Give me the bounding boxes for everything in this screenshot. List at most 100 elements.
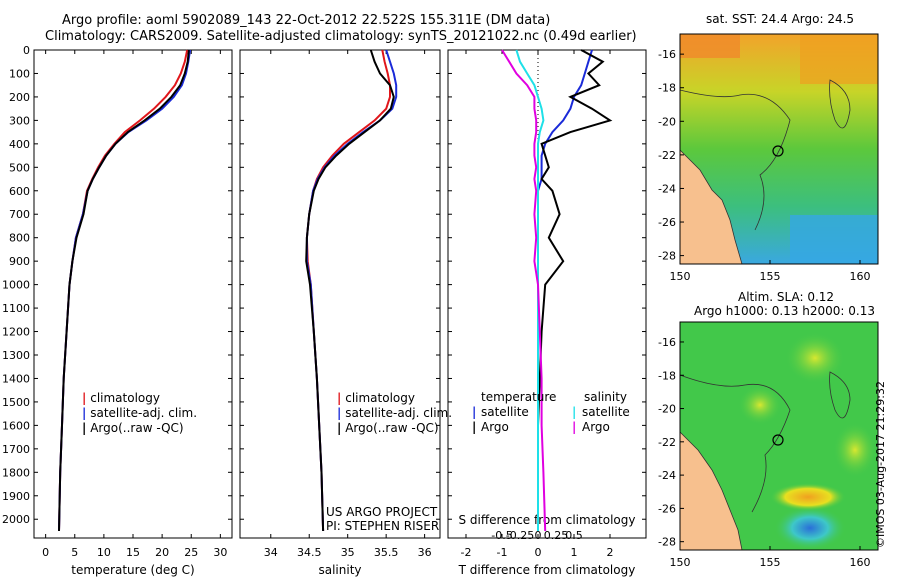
depth-tick-label: 1800 <box>2 466 30 479</box>
depth-tick-label: 1000 <box>2 279 30 292</box>
sst-map-xtick-label: 150 <box>670 270 691 283</box>
sal-legend-argo: | Argo(..raw -QC) <box>337 421 439 435</box>
sal-legend-sat: | satellite-adj. clim. <box>337 406 453 420</box>
diff-s-tick-label: -0.25 <box>506 529 534 542</box>
salinity-profile-frame <box>239 49 441 539</box>
salinity-profile-xtick-label: 35 <box>341 546 355 559</box>
depth-tick-label: 500 <box>9 161 30 174</box>
temperature-profile-xtick-label: 30 <box>213 546 227 559</box>
depth-tick-label: 1500 <box>2 396 30 409</box>
temp-legend-sat-label: satellite-adj. clim. <box>90 406 198 420</box>
diff-legend-t-argo: Argo <box>481 420 509 434</box>
sla-map-ytick-label: -18 <box>658 369 676 382</box>
project-line-1: US ARGO PROJECT <box>326 505 438 519</box>
sla-high-eddy-3 <box>738 385 782 425</box>
difference-profile-series-s-argo <box>501 49 547 532</box>
temperature-profile-xtick-label: 15 <box>126 546 140 559</box>
sla-map-ytick-label: -26 <box>658 502 676 515</box>
credit-stamp: ©IMOS 03-Aug-2017 21:29:32 <box>874 381 887 548</box>
temperature-profile-frame <box>33 49 233 539</box>
depth-tick-label: 800 <box>9 232 30 245</box>
sla-low-eddy <box>774 506 846 550</box>
sst-map-ytick-label: -28 <box>658 250 676 263</box>
sst-warm-patch-2 <box>800 34 878 84</box>
depth-tick-label: 1600 <box>2 419 30 432</box>
depth-tick-label: 1700 <box>2 443 30 456</box>
salinity-profile-xtick-label: 34 <box>264 546 278 559</box>
difference-profile-xtick-label: -2 <box>461 546 472 559</box>
sst-map-ytick-label: -18 <box>658 82 676 95</box>
depth-tick-label: 1200 <box>2 326 30 339</box>
sla-high-eddy-4 <box>833 422 877 478</box>
sla-map-title-2: Argo h1000: 0.13 h2000: 0.13 <box>694 304 875 318</box>
sal-legend-sat-label: satellite-adj. clim. <box>345 406 453 420</box>
difference-profile-series-t-argo <box>537 49 613 531</box>
sla-map <box>679 321 879 551</box>
sla-map-ytick-label: -24 <box>658 469 676 482</box>
depth-tick-label: 100 <box>9 67 30 80</box>
diff-legend-s-sat: satellite <box>582 405 630 419</box>
diff-legend: temperature salinity | satellite | satel… <box>472 390 630 434</box>
temperature-profile-series-satellite-adj-clim- <box>58 49 192 532</box>
sla-isobath <box>679 374 791 513</box>
salinity-profile-xtick-label: 35.5 <box>374 546 399 559</box>
temp-legend: | climatology | satellite-adj. clim. | A… <box>82 391 197 436</box>
temperature-profile-xtick-label: 5 <box>71 546 78 559</box>
sla-map-xtick-label: 150 <box>670 556 691 569</box>
sla-high-eddy-2 <box>785 332 845 384</box>
diff-s-tick-label: -0.5 <box>491 529 512 542</box>
sla-map-xtick-label: 155 <box>760 556 781 569</box>
temperature-profile-xlabel: temperature (deg C) <box>71 563 194 577</box>
temp-legend-sat: | satellite-adj. clim. <box>82 406 198 420</box>
sla-map-ytick-label: -20 <box>658 403 676 416</box>
sst-cool-patch <box>790 215 878 264</box>
sst-float-marker <box>772 145 784 157</box>
sal-legend-clim-label: climatology <box>345 391 415 405</box>
temp-legend-clim: | climatology <box>82 391 160 405</box>
temperature-chart: 0 5 10 15 20 25 300100200300400500600700800900… <box>2 44 233 577</box>
difference-profile-series-s-satellite <box>515 49 545 531</box>
sst-map <box>679 33 879 265</box>
sla-high-eddy <box>770 483 846 511</box>
sal-legend-clim: | climatology <box>337 391 415 405</box>
depth-tick-label: 700 <box>9 208 30 221</box>
difference-profile-xtick-label: 0 <box>535 546 542 559</box>
salinity-profile-xtick-label: 36 <box>418 546 432 559</box>
sst-frame <box>679 33 879 265</box>
depth-tick-label: 1300 <box>2 349 30 362</box>
sst-map-ytick-label: -24 <box>658 182 676 195</box>
project-line-2: PI: STEPHEN RISER <box>326 519 440 533</box>
diff-s-tick-label: 0.5 <box>565 529 583 542</box>
temperature-profile-xtick-label: 20 <box>155 546 169 559</box>
sal-legend-argo-label: Argo(..raw -QC) <box>345 421 439 435</box>
depth-tick-label: 1900 <box>2 490 30 503</box>
difference-profile-xtick-label: 2 <box>607 546 614 559</box>
sla-map-ytick-label: -16 <box>658 336 676 349</box>
temperature-profile-xtick-label: 0 <box>42 546 49 559</box>
depth-tick-label: 600 <box>9 185 30 198</box>
sst-map-ytick-label: -22 <box>658 149 676 162</box>
sst-map-ytick-label: -26 <box>658 216 676 229</box>
project-info: US ARGO PROJECT PI: STEPHEN RISER <box>326 505 439 533</box>
sst-map-xtick-label: 160 <box>850 270 871 283</box>
diff-s-tick-label: 0.25 <box>544 529 569 542</box>
sla-map-ytick-label: -22 <box>658 436 676 449</box>
depth-tick-label: 200 <box>9 91 30 104</box>
sst-warm-patch <box>680 34 740 58</box>
sst-map-ytick-label: -16 <box>658 48 676 61</box>
temp-legend-argo-label: Argo(..raw -QC) <box>90 421 184 435</box>
difference-profile-frame <box>447 49 647 539</box>
depth-tick-label: 1400 <box>2 372 30 385</box>
salinity-chart: 34 34.5 35 35.5 36 salinity <box>239 49 441 577</box>
title-line-2: Climatology: CARS2009. Satellite-adjuste… <box>45 29 637 44</box>
diff-legend-s-argo: Argo <box>582 420 610 434</box>
sst-map-xtick-label: 155 <box>760 270 781 283</box>
diff-legend-t-sat: satellite <box>481 405 529 419</box>
difference-profile-xtick-label: 1 <box>571 546 578 559</box>
difference-profile-series-t-satellite <box>537 49 593 531</box>
diff-xlabel-top: S difference from climatology <box>459 513 636 527</box>
sla-reef <box>829 371 851 419</box>
sla-map-title-1: Altim. SLA: 0.12 <box>738 290 835 304</box>
salinity-profile-xlabel: salinity <box>318 563 361 577</box>
